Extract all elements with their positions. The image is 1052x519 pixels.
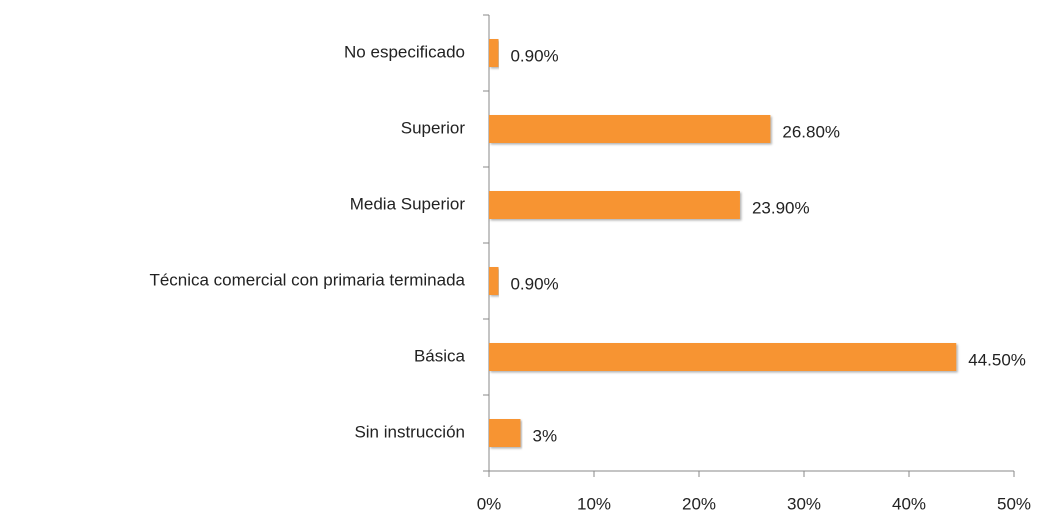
bar: [489, 39, 499, 67]
bar: [489, 115, 771, 143]
value-label: 44.50%: [968, 350, 1026, 369]
value-label: 3%: [533, 426, 558, 445]
bar: [489, 343, 957, 371]
y-tick-label: Técnica comercial con primaria terminada: [149, 270, 465, 289]
x-tick-label: 10%: [577, 494, 611, 513]
y-tick-label: Básica: [414, 346, 466, 365]
y-tick-label: Media Superior: [350, 194, 466, 213]
bar: [489, 267, 499, 295]
bar: [489, 191, 740, 219]
y-tick-label: No especificado: [344, 42, 465, 61]
x-tick-label: 20%: [682, 494, 716, 513]
x-tick-label: 0%: [477, 494, 502, 513]
value-label: 0.90%: [510, 46, 558, 65]
bar: [489, 419, 521, 447]
value-label: 0.90%: [510, 274, 558, 293]
y-tick-label: Sin instrucción: [354, 422, 465, 441]
value-label: 26.80%: [782, 122, 840, 141]
x-tick-label: 50%: [997, 494, 1031, 513]
value-label: 23.90%: [752, 198, 810, 217]
y-tick-label: Superior: [401, 118, 466, 137]
x-tick-label: 30%: [787, 494, 821, 513]
x-tick-label: 40%: [892, 494, 926, 513]
